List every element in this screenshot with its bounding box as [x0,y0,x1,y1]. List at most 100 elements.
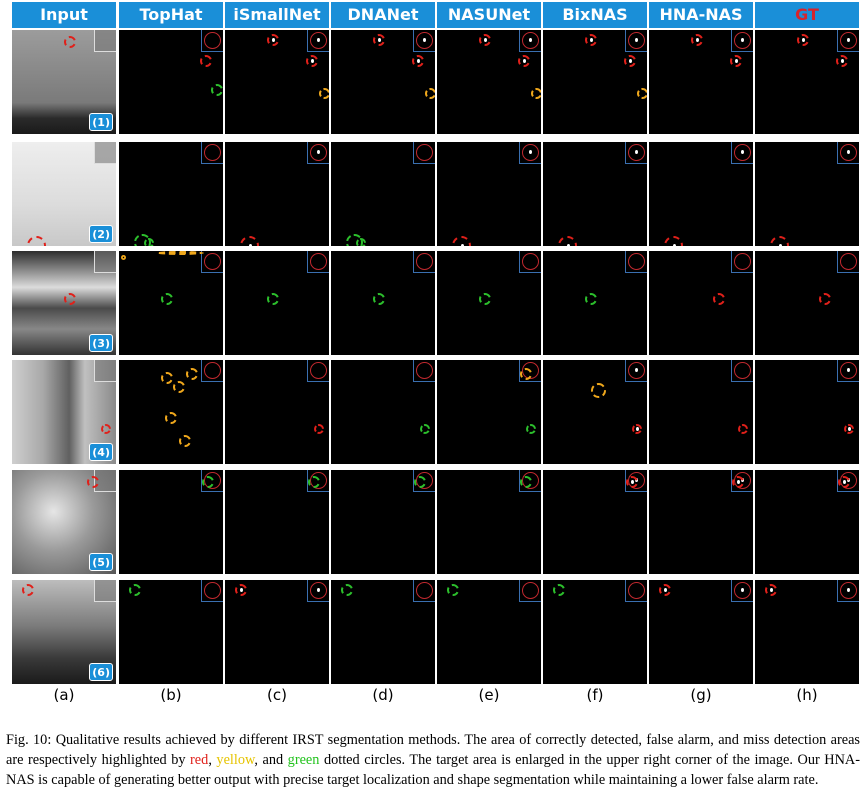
result-hna-nas-row-5 [649,470,753,574]
inset-target-ring [840,582,857,599]
enlarged-target-inset [94,142,116,164]
result-tophat-row-5 [119,470,223,574]
target-blob [636,427,639,431]
column-letter: (g) [690,686,712,704]
target-blob [635,368,638,372]
result-gt-row-2 [755,142,859,246]
input-image-4: (4) [12,360,116,464]
correct-detection-circle [664,236,683,246]
result-tophat-row-6 [119,580,223,684]
enlarged-target-inset [307,30,329,52]
inset-target-ring [204,253,221,270]
target-blob [847,38,850,42]
miss-detection-circle [373,293,385,305]
column-header-input: Input [12,2,116,28]
column-letter: (d) [372,686,394,704]
target-blob [378,38,381,42]
correct-detection-circle [518,55,530,67]
inset-target-ring [522,582,539,599]
result-tophat-row-2 [119,142,223,246]
target-blob [847,588,850,592]
enlarged-target-inset [519,30,541,52]
inset-target-ring [204,32,221,49]
correct-detection-circle [632,424,642,434]
enlarged-target-inset [837,580,859,602]
result-gt-row-1 [755,30,859,134]
target-blob [741,150,744,154]
result-dnanet-row-2 [331,142,435,246]
enlarged-target-inset [94,251,116,273]
result-tophat-row-4 [119,360,223,464]
miss-detection-circle [420,424,430,434]
target-blob [770,588,773,592]
target-blob [847,368,850,372]
miss-detection-circle [414,476,426,488]
result-tophat-row-3 [119,251,223,355]
correct-detection-circle [836,55,848,67]
enlarged-target-inset [413,30,435,52]
result-dnanet-row-4 [331,360,435,464]
row-label-badge: (1) [89,113,113,131]
correct-detection-circle [267,34,279,46]
correct-detection-circle [770,236,789,246]
miss-detection-circle [520,476,532,488]
result-hna-nas-row-4 [649,360,753,464]
false-alarm-circle [591,383,606,398]
result-bixnas-row-2 [543,142,647,246]
caption-green-word: green [287,752,320,769]
input-image-5: (5) [12,470,116,574]
enlarged-target-inset [837,30,859,52]
enlarged-target-inset [519,580,541,602]
input-image-1: (1) [12,30,116,134]
result-dnanet-row-3 [331,251,435,355]
target-blob [735,59,738,63]
correct-detection-circle [200,55,212,67]
false-alarm-circle [161,372,173,384]
result-dnanet-row-6 [331,580,435,684]
miss-detection-circle [267,293,279,305]
target-blob [841,59,844,63]
result-bixnas-row-1 [543,30,647,134]
enlarged-target-inset [413,142,435,164]
caption-sep: , [208,752,217,769]
column-letter: (a) [53,686,75,704]
enlarged-target-inset [94,580,116,602]
correct-detection-circle [27,236,46,246]
enlarged-target-inset [201,30,223,52]
false-alarm-circle [637,88,647,99]
result-hna-nas-row-3 [649,251,753,355]
row-label-badge: (2) [89,225,113,243]
inset-target-ring [840,362,857,379]
enlarged-target-inset [307,580,329,602]
enlarged-target-inset [625,251,647,273]
correct-detection-circle [730,55,742,67]
miss-detection-circle [356,238,366,246]
false-alarm-circle [165,412,177,424]
enlarged-target-inset [519,142,541,164]
correct-detection-circle [624,55,636,67]
target-blob [417,59,420,63]
correct-detection-circle [691,34,703,46]
result-gt-row-4 [755,360,859,464]
inset-target-ring [628,253,645,270]
miss-detection-circle [553,584,565,596]
row-label-badge: (4) [89,443,113,461]
inset-target-ring [310,582,327,599]
column-header-gt: GT [755,2,859,28]
column-letter: (e) [478,686,500,704]
correct-detection-circle [87,476,99,488]
enlarged-target-inset [837,360,859,382]
miss-detection-circle [144,238,154,246]
correct-detection-circle [738,424,748,434]
column-letter: (f) [586,686,604,704]
result-ismallnet-row-4 [225,360,329,464]
column-header-hna-nas: HNA-NAS [649,2,753,28]
correct-detection-circle [64,293,76,305]
false-alarm-circle [520,368,532,380]
result-bixnas-row-5 [543,470,647,574]
correct-detection-circle [558,236,577,246]
target-blob [460,243,464,246]
correct-detection-circle [22,584,34,596]
target-blob [741,588,744,592]
target-blob [529,150,532,154]
